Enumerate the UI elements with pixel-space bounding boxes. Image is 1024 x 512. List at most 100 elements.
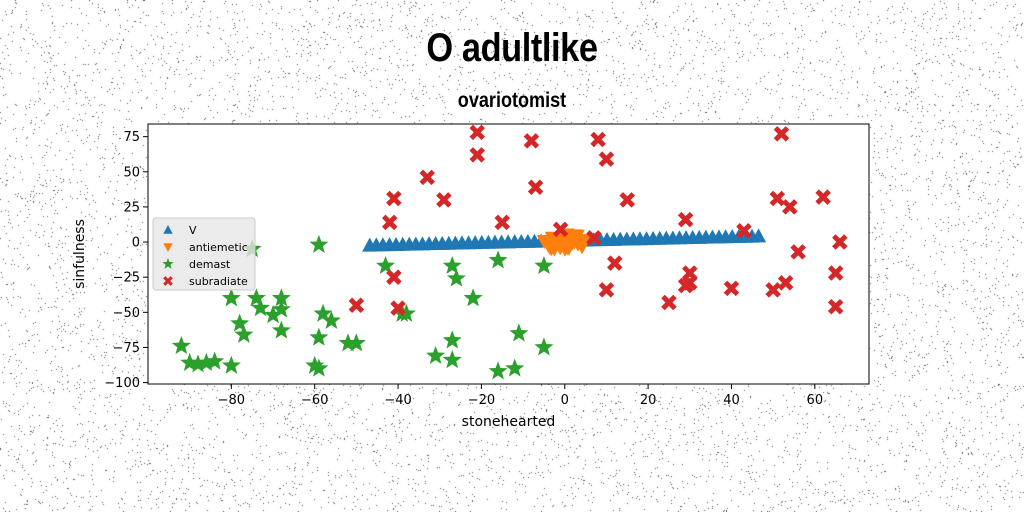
- legend-label: demast: [189, 258, 231, 271]
- data-point: [271, 320, 291, 339]
- data-point: [376, 255, 396, 275]
- data-marks: [171, 124, 848, 380]
- axes: −80 −60 −40 −20 0 20 40 60 −100 −75 −50 −25 0 25 50 75: [104, 130, 823, 408]
- data-point: [590, 131, 606, 148]
- data-point: [390, 300, 406, 316]
- data-point: [488, 250, 508, 269]
- data-point: [188, 354, 208, 373]
- data-point: [619, 192, 636, 208]
- y-tick-label: 0: [132, 236, 140, 251]
- data-point: [442, 350, 462, 369]
- data-point: [527, 179, 544, 195]
- data-point: [271, 299, 291, 318]
- x-tick-label: −20: [468, 393, 495, 408]
- data-point: [386, 190, 402, 207]
- data-point: [661, 294, 677, 311]
- chart-title: O adultlike: [426, 26, 598, 70]
- x-tick-label: −40: [384, 393, 411, 408]
- data-point: [542, 241, 558, 256]
- data-point: [386, 269, 402, 285]
- data-point: [221, 355, 241, 374]
- data-point: [442, 330, 462, 349]
- data-point: [505, 358, 525, 377]
- data-point: [552, 221, 569, 238]
- data-point: [305, 355, 325, 374]
- data-point: [221, 288, 241, 307]
- data-point: [234, 324, 254, 343]
- legend-box: [152, 217, 256, 291]
- x-tick-label: 40: [723, 393, 740, 408]
- x-tick-label: −80: [218, 393, 245, 408]
- data-point: [552, 241, 568, 256]
- y-tick-label: 75: [123, 130, 140, 145]
- data-point: [494, 214, 511, 231]
- data-point: [469, 147, 485, 163]
- data-point: [488, 361, 508, 380]
- legend-label: subradiate: [189, 275, 248, 288]
- data-point: [682, 265, 698, 281]
- series-subradiate: [348, 124, 848, 316]
- data-point: [607, 255, 623, 271]
- y-tick-label: −100: [104, 376, 140, 391]
- data-point: [381, 214, 398, 231]
- y-tick-label: 25: [123, 200, 140, 215]
- x-tick-label: 60: [807, 393, 824, 408]
- data-point: [309, 234, 329, 253]
- legend-label: V: [189, 224, 197, 237]
- data-point: [309, 358, 329, 377]
- data-point: [196, 352, 216, 372]
- y-axis-label: sinfulness: [72, 219, 88, 289]
- plot-area: [147, 123, 870, 385]
- data-point: [171, 336, 191, 355]
- data-point: [346, 333, 366, 352]
- data-point: [509, 323, 529, 342]
- data-point: [534, 337, 554, 356]
- data-point: [586, 230, 602, 246]
- data-point: [271, 288, 291, 307]
- x-tick-label: 0: [561, 393, 569, 408]
- x-tick-label: −60: [301, 393, 328, 408]
- y-tick-label: −50: [113, 306, 140, 321]
- data-point: [246, 288, 266, 307]
- legend-marker: [162, 258, 174, 269]
- data-point: [309, 327, 329, 346]
- data-point: [598, 282, 615, 298]
- data-point: [569, 229, 585, 244]
- data-point: [827, 265, 844, 281]
- data-point: [426, 345, 446, 364]
- data-point: [463, 288, 483, 307]
- data-point: [765, 282, 781, 298]
- y-tick-label: −25: [113, 271, 140, 286]
- data-point: [598, 151, 615, 167]
- data-point: [769, 190, 786, 207]
- data-point: [396, 303, 416, 322]
- data-point: [442, 255, 462, 275]
- data-point: [436, 192, 452, 208]
- chart-subtitle: ovariotomist: [457, 89, 567, 112]
- legend-marker: [163, 243, 173, 252]
- data-point: [230, 313, 250, 332]
- data-point: [534, 255, 554, 275]
- legend-label: antiemetic: [189, 241, 248, 254]
- data-point: [782, 199, 798, 215]
- data-point: [777, 275, 794, 291]
- legend-marker: [163, 276, 173, 286]
- data-point: [446, 268, 466, 287]
- series-demast: [171, 234, 554, 380]
- data-point: [773, 126, 790, 142]
- data-point: [321, 310, 341, 329]
- data-point: [523, 133, 540, 149]
- data-point: [313, 303, 333, 322]
- y-tick-label: 50: [123, 165, 140, 180]
- data-point: [263, 305, 283, 324]
- data-point: [827, 298, 844, 315]
- data-point: [723, 280, 740, 297]
- data-point: [348, 297, 365, 314]
- y-tick-label: −75: [113, 341, 140, 356]
- data-point: [338, 333, 358, 352]
- data-point: [251, 298, 271, 317]
- legend-marker: [163, 225, 173, 234]
- data-point: [677, 211, 694, 228]
